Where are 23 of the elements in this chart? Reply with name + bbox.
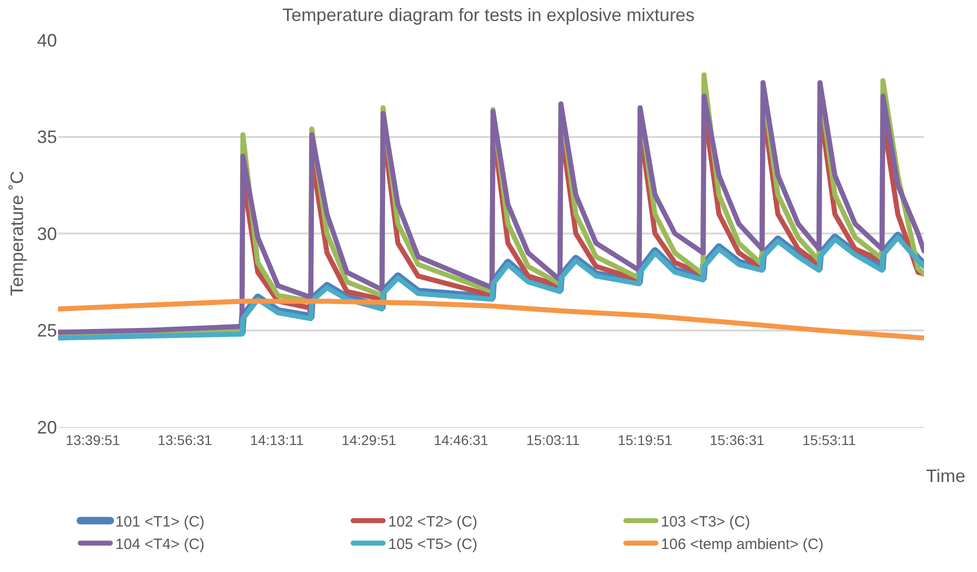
legend-label: 105 <T5> (C) [388,536,478,553]
legend-label: 106 <temp ambient> (C) [660,536,824,553]
chart-title: Temperature diagram for tests in explosive mixtures [282,5,695,26]
legend-label: 101 <T1> (C) [115,514,205,530]
x-tick-label: 15:19:51 [618,432,672,448]
x-axis-title: Time [926,466,966,486]
x-tick-label: 14:29:51 [342,432,396,448]
legend-label: 104 <T4> (C) [115,536,205,553]
legend-label: 102 <T2> (C) [388,514,478,530]
x-tick-label: 15:36:31 [710,432,764,448]
y-tick-label: 20 [36,417,57,438]
x-tick-label: 13:56:31 [158,432,212,448]
y-tick-label: 30 [36,224,57,244]
y-tick-label: 40 [36,30,57,50]
legend-label: 103 <T3> (C) [660,514,750,530]
y-tick-label: 25 [36,320,57,341]
x-tick-label: 14:46:31 [434,432,488,448]
y-axis-title: Temperature ˚C [7,170,28,296]
x-tick-label: 15:53:11 [802,432,856,448]
x-tick-label: 14:13:11 [250,432,304,448]
y-tick-label: 35 [36,127,57,148]
x-tick-label: 13:39:51 [66,432,120,448]
x-tick-label: 15:03:11 [526,432,580,448]
